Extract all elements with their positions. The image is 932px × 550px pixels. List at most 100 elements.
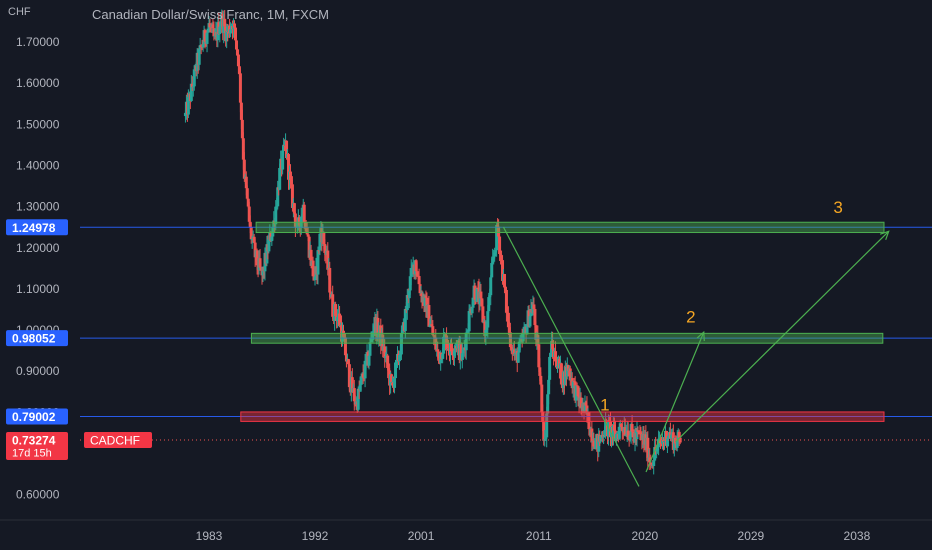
candle-body — [666, 436, 670, 439]
x-tick-label: 1992 — [302, 529, 329, 543]
candle-body — [574, 385, 578, 401]
candle-body — [653, 447, 657, 461]
support-zone — [240, 411, 885, 422]
y-tick-label: 1.40000 — [16, 158, 60, 172]
candle-body — [407, 290, 411, 299]
candle-body — [437, 351, 441, 359]
candle-body — [473, 285, 477, 300]
candle-body — [619, 424, 623, 427]
candle-body — [467, 311, 471, 332]
candle-body — [536, 334, 540, 345]
candle-body — [242, 159, 246, 179]
currency-label: CHF — [8, 6, 31, 18]
candle-body — [522, 326, 526, 335]
candle-body — [436, 349, 440, 352]
candle-body — [423, 296, 427, 306]
candle-body — [434, 337, 438, 350]
candle-body — [211, 24, 215, 29]
candle-body — [267, 239, 271, 252]
candle-body — [614, 434, 618, 441]
candle-body — [481, 306, 485, 323]
candle-body — [532, 304, 536, 310]
candle-body — [409, 268, 413, 277]
y-tick-label: 1.60000 — [16, 76, 60, 90]
candle-body — [297, 217, 301, 226]
candle-body — [347, 364, 351, 388]
candle-body — [270, 236, 274, 242]
candle-body — [442, 336, 446, 354]
candle-body — [433, 336, 437, 338]
candle-body — [495, 224, 499, 251]
candle-body — [399, 333, 403, 355]
candles — [183, 9, 682, 475]
candle-body — [479, 291, 483, 299]
candle-body — [541, 411, 545, 423]
candle-body — [408, 276, 412, 291]
candle-body — [287, 154, 291, 180]
candle-body — [512, 349, 516, 355]
candle-body — [637, 431, 641, 433]
candle-body — [525, 324, 529, 335]
candle-body — [498, 236, 502, 255]
candle-body — [544, 437, 548, 439]
candle-body — [241, 138, 245, 160]
candle-body — [369, 337, 373, 343]
y-tick-label: 0.60000 — [16, 488, 60, 502]
candle-body — [516, 352, 520, 363]
candle-body — [432, 334, 436, 337]
y-tick-label: 1.50000 — [16, 117, 60, 131]
candle-body — [664, 430, 668, 446]
candle-body — [316, 250, 320, 275]
candle-body — [342, 336, 346, 338]
candle-body — [489, 277, 493, 296]
candle-body — [452, 350, 456, 356]
candle-body — [386, 355, 390, 369]
candle-body — [662, 440, 666, 442]
candle-body — [496, 224, 500, 227]
chart-title: Canadian Dollar/Swiss Franc, 1M, FXCM — [92, 7, 329, 22]
candle-body — [371, 332, 375, 336]
candle-body — [326, 250, 330, 270]
candle-body — [246, 198, 250, 207]
candle-body — [387, 368, 391, 371]
candle-body — [238, 73, 242, 103]
candle-body — [537, 344, 541, 368]
candle-body — [673, 437, 677, 444]
candle-body — [313, 276, 317, 281]
candle-body — [566, 365, 570, 371]
candle-body — [410, 267, 414, 269]
candle-body — [677, 431, 681, 438]
candle-body — [460, 353, 464, 360]
trend-line — [502, 226, 640, 487]
resistance-zone — [250, 332, 884, 344]
candle-body — [239, 102, 243, 120]
candle-body — [302, 204, 306, 223]
candle-body — [252, 236, 256, 243]
candle-body — [265, 244, 269, 264]
candle-body — [639, 433, 643, 435]
candle-body — [533, 309, 537, 326]
x-axis-ticks: 1983 1992 2001 2011 2020 2029 2038 — [196, 529, 871, 543]
candle-body — [635, 430, 639, 440]
candle-body — [303, 222, 307, 229]
symbol-badge — [84, 432, 152, 449]
trend-arrow-head — [696, 330, 705, 342]
candle-body — [213, 35, 217, 37]
candle-body — [672, 437, 676, 450]
candle-body — [441, 353, 445, 359]
candle-body — [447, 349, 451, 351]
candle-body — [201, 44, 205, 48]
candle-body — [394, 359, 398, 363]
candle-body — [430, 324, 434, 327]
candle-body — [240, 119, 244, 139]
candle-countdown: 17d 15h — [12, 448, 52, 460]
y-tick-label: 1.20000 — [16, 241, 60, 255]
candle-body — [318, 233, 322, 251]
candle-body — [290, 184, 294, 208]
candle-body — [662, 440, 666, 442]
candle-body — [623, 427, 627, 436]
candle-body — [186, 96, 190, 115]
candle-body — [235, 49, 239, 55]
candle-body — [461, 349, 465, 354]
